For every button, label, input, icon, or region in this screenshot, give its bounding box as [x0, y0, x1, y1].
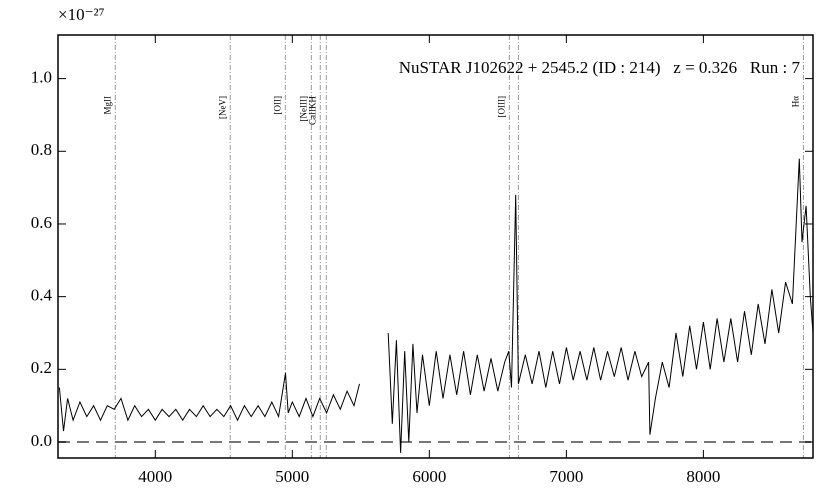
x-tick-label: 7000 — [549, 467, 583, 486]
y-tick-label: 0.4 — [31, 286, 53, 305]
y-tick-label: 0.8 — [31, 140, 52, 159]
y-multiplier: ×10⁻²⁷ — [58, 5, 105, 24]
emission-label: MgII — [102, 96, 112, 115]
emission-label: CaIIKH — [307, 96, 317, 125]
x-tick-label: 8000 — [686, 467, 720, 486]
emission-label: [NeV] — [217, 96, 227, 119]
y-tick-label: 1.0 — [31, 68, 52, 87]
y-tick-label: 0.0 — [31, 431, 52, 450]
y-tick-label: 0.2 — [31, 358, 52, 377]
spectrum — [58, 158, 813, 453]
chart-title: NuSTAR J102622 + 2545.2 (ID : 214) z = 0… — [399, 58, 801, 77]
emission-label: [OII] — [272, 96, 282, 115]
y-tick-label: 0.6 — [31, 213, 52, 232]
x-tick-label: 6000 — [412, 467, 446, 486]
emission-label: Hα — [790, 96, 800, 107]
plot-frame — [57, 34, 814, 459]
emission-label: [OIII] — [496, 96, 506, 118]
emission-label: [NeIII] — [298, 96, 308, 121]
x-tick-label: 4000 — [138, 467, 172, 486]
x-tick-label: 5000 — [275, 467, 309, 486]
